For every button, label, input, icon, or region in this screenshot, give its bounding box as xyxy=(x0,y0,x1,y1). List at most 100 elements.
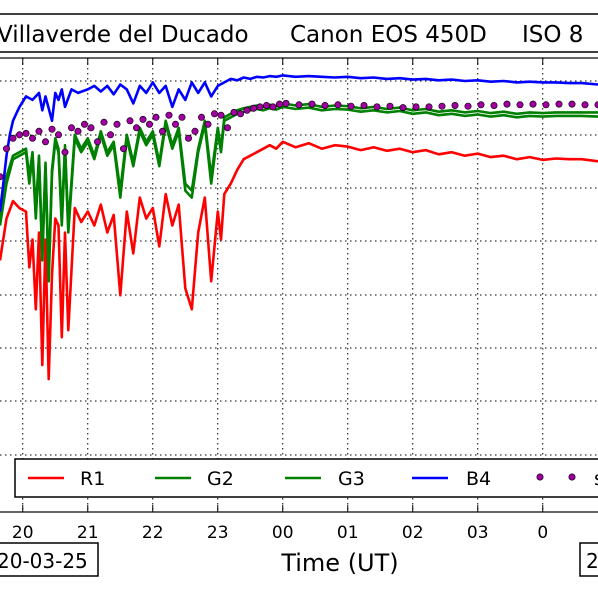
marker-point xyxy=(542,101,550,109)
legend: R1 G2 G3 B4 s xyxy=(28,468,598,490)
marker-point xyxy=(516,101,524,109)
marker-point xyxy=(22,129,30,137)
marker-point xyxy=(295,101,303,109)
marker-point xyxy=(412,103,420,111)
marker-point xyxy=(133,124,141,132)
series-line-g3 xyxy=(0,105,598,283)
marker-point xyxy=(568,100,576,108)
marker-point xyxy=(0,173,4,181)
marker-point xyxy=(35,127,43,135)
marker-point xyxy=(451,102,459,110)
marker-point xyxy=(48,125,56,133)
marker-point xyxy=(211,110,219,118)
marker-point xyxy=(282,99,290,107)
marker-point xyxy=(490,102,498,110)
marker-point xyxy=(237,110,245,118)
marker-point xyxy=(178,113,186,121)
x-tick-label-4: 00 xyxy=(272,523,294,543)
legend-label-1: G2 xyxy=(207,468,234,490)
x-tick-label-3: 23 xyxy=(207,523,229,543)
end-date: 2 xyxy=(586,549,598,573)
legend-label-0: R1 xyxy=(80,468,105,490)
marker-point xyxy=(54,131,62,139)
x-tick-label-1: 21 xyxy=(77,523,99,543)
marker-point xyxy=(126,117,134,125)
marker-point xyxy=(172,120,180,128)
legend-swatch-4-b xyxy=(568,473,576,481)
x-tick-label-8: 0 xyxy=(537,523,548,543)
marker-point xyxy=(581,101,589,109)
series-layer xyxy=(0,74,598,381)
marker-point xyxy=(152,113,160,121)
marker-point xyxy=(308,100,316,108)
marker-point xyxy=(529,100,537,108)
marker-point xyxy=(107,131,115,139)
marker-point xyxy=(15,131,23,139)
marker-point xyxy=(113,120,121,128)
x-tick-labels: 20 21 22 23 00 01 02 03 0 xyxy=(12,523,548,543)
series-line-r1 xyxy=(0,140,598,381)
marker-point xyxy=(321,102,329,110)
marker-point xyxy=(464,102,472,110)
end-date-box xyxy=(579,542,598,577)
marker-point xyxy=(373,103,381,111)
header-location: Villaverde del Ducado xyxy=(0,22,249,48)
legend-label-4: s xyxy=(594,468,598,490)
marker-point xyxy=(9,134,17,142)
marker-point xyxy=(81,120,89,128)
marker-point xyxy=(217,111,225,119)
marker-point xyxy=(204,120,212,128)
marker-point xyxy=(360,102,368,110)
marker-point xyxy=(139,115,147,123)
marker-point xyxy=(2,145,11,153)
marker-point xyxy=(256,103,264,111)
x-tick-label-0: 20 xyxy=(12,523,34,543)
marker-point xyxy=(555,100,563,108)
marker-point xyxy=(347,102,355,110)
x-ticks xyxy=(22,58,544,512)
header-iso: ISO 8 xyxy=(522,22,583,48)
marker-point xyxy=(438,102,446,110)
marker-point xyxy=(503,100,511,108)
legend-swatch-4 xyxy=(536,473,544,481)
marker-point xyxy=(159,127,167,135)
marker-point xyxy=(386,102,394,110)
start-date: 20-03-25 xyxy=(0,549,88,573)
marker-point xyxy=(269,103,277,111)
marker-point xyxy=(399,104,407,112)
series-line-b4 xyxy=(0,74,598,212)
marker-point xyxy=(87,124,95,132)
marker-point xyxy=(100,118,108,126)
marker-point xyxy=(224,124,232,132)
x-tick-label-6: 02 xyxy=(402,523,424,543)
header-camera: Canon EOS 450D xyxy=(290,22,487,48)
marker-point xyxy=(120,145,128,153)
marker-point xyxy=(28,134,36,142)
x-tick-label-7: 03 xyxy=(467,523,489,543)
marker-point xyxy=(185,134,193,142)
x-tick-label-2: 22 xyxy=(142,523,164,543)
x-axis-label: Time (UT) xyxy=(280,549,398,577)
marker-point xyxy=(425,103,433,111)
x-tick-label-5: 01 xyxy=(337,523,359,543)
legend-label-3: B4 xyxy=(466,468,491,490)
marker-point xyxy=(94,138,102,146)
marker-point xyxy=(61,148,69,156)
marker-point xyxy=(477,101,485,109)
marker-point xyxy=(68,124,76,132)
marker-point xyxy=(41,138,49,146)
legend-label-2: G3 xyxy=(338,468,365,490)
marker-point xyxy=(74,127,82,135)
marker-point xyxy=(198,113,206,121)
start-date-box xyxy=(0,542,99,577)
header-box xyxy=(0,13,598,53)
marker-point xyxy=(262,102,270,110)
marker-point xyxy=(334,101,342,109)
marker-point xyxy=(243,106,251,114)
marker-point xyxy=(230,108,238,116)
marker-point xyxy=(165,111,173,119)
marker-point xyxy=(191,127,199,135)
marker-point xyxy=(275,100,283,108)
marker-point xyxy=(250,104,258,112)
